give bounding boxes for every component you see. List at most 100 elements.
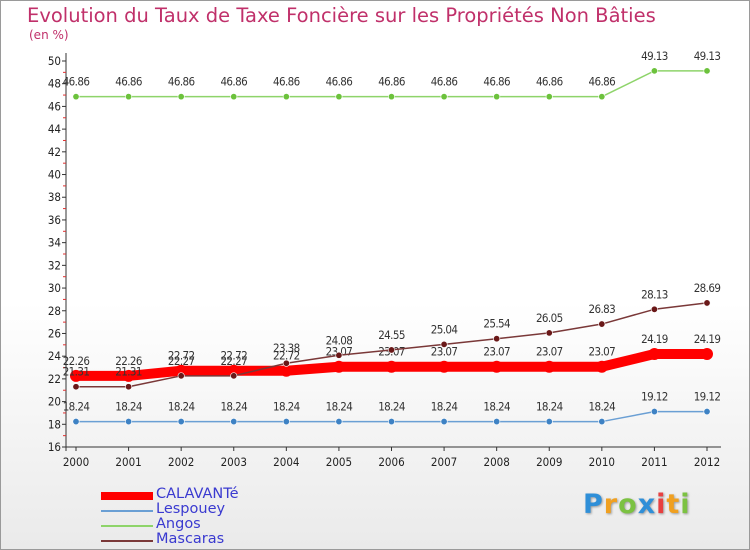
data-label-lespouey-2002: 18.24 xyxy=(168,400,195,414)
y-tick-label-24: 24 xyxy=(48,349,61,363)
y-tick-label-50: 50 xyxy=(48,54,61,68)
legend-swatch-mascaras xyxy=(101,540,153,542)
point-mascaras-2011 xyxy=(650,305,658,313)
data-label-angos-2005: 46.86 xyxy=(326,75,353,89)
point-mascaras-2005 xyxy=(335,351,343,359)
point-calavant-2007 xyxy=(438,360,451,373)
point-angos-2011 xyxy=(650,67,658,75)
y-tick-label-42: 42 xyxy=(48,145,61,159)
point-angos-2005 xyxy=(335,93,343,101)
point-lespouey-2003 xyxy=(230,418,238,426)
logo-letter-o: o xyxy=(618,489,638,520)
point-angos-2006 xyxy=(387,93,395,101)
data-label-lespouey-2005: 18.24 xyxy=(326,400,353,414)
y-tick-label-44: 44 xyxy=(48,122,61,136)
data-label-mascaras-2008: 25.54 xyxy=(483,317,510,331)
chart-title: Evolution du Taux de Taxe Foncière sur l… xyxy=(27,4,656,27)
point-lespouey-2000 xyxy=(72,418,80,426)
data-label-calavant-2004: 22.72 xyxy=(273,349,300,363)
point-mascaras-2004 xyxy=(282,359,290,367)
data-label-angos-2001: 46.86 xyxy=(115,75,142,89)
point-calavant-2012 xyxy=(701,348,713,361)
point-calavant-2004 xyxy=(280,364,293,377)
point-calavant-2000 xyxy=(70,369,82,382)
point-angos-2007 xyxy=(440,93,448,101)
data-label-angos-2003: 46.86 xyxy=(220,75,247,89)
point-angos-2012 xyxy=(703,67,711,75)
point-lespouey-2009 xyxy=(545,418,553,426)
data-label-angos-2008: 46.86 xyxy=(483,75,510,89)
legend-item-lespouey: Lespouey xyxy=(101,501,341,518)
y-tick-label-36: 36 xyxy=(48,213,61,227)
y-tick-label-38: 38 xyxy=(48,190,61,204)
data-label-mascaras-2007: 25.04 xyxy=(431,322,458,336)
point-lespouey-2007 xyxy=(440,418,448,426)
point-lespouey-2002 xyxy=(177,418,185,426)
x-tick-label-2003: 2003 xyxy=(221,455,247,469)
x-tick-label-2008: 2008 xyxy=(484,455,510,469)
point-angos-2002 xyxy=(177,93,185,101)
data-label-calavant-2010: 23.07 xyxy=(589,345,616,359)
logo-letter-x: x xyxy=(637,489,657,520)
logo-letter-p: P xyxy=(583,489,604,520)
legend-item-mascaras: Mascaras xyxy=(101,531,341,548)
point-mascaras-2010 xyxy=(598,320,606,328)
y-tick-label-26: 26 xyxy=(48,326,61,340)
data-label-angos-2006: 46.86 xyxy=(378,75,405,89)
data-label-lespouey-2006: 18.24 xyxy=(378,400,405,414)
y-tick-label-20: 20 xyxy=(48,395,61,409)
point-lespouey-2005 xyxy=(335,418,343,426)
data-label-angos-2004: 46.86 xyxy=(273,75,300,89)
legend-label-calavante: CALAVANTé xyxy=(156,486,239,502)
y-tick-label-48: 48 xyxy=(48,77,61,91)
data-label-mascaras-2012: 28.69 xyxy=(694,281,721,295)
data-label-angos-2000: 46.86 xyxy=(63,75,90,89)
data-label-lespouey-2009: 18.24 xyxy=(536,400,563,414)
y-tick-label-34: 34 xyxy=(48,236,61,250)
point-calavant-2010 xyxy=(595,360,608,373)
logo-letter-i: i xyxy=(656,489,667,520)
logo-letter-i2: i xyxy=(680,489,691,520)
x-tick-label-2001: 2001 xyxy=(115,455,141,469)
data-label-calavant-2000: 22.26 xyxy=(63,354,90,368)
data-label-calavant-2007: 23.07 xyxy=(431,345,458,359)
y-tick-label-18: 18 xyxy=(48,417,61,431)
point-angos-2001 xyxy=(125,93,133,101)
data-label-calavant-2002: 22.72 xyxy=(168,349,195,363)
x-tick-label-2000: 2000 xyxy=(63,455,89,469)
point-calavant-2009 xyxy=(543,360,556,373)
point-lespouey-2004 xyxy=(282,418,290,426)
point-calavant-2008 xyxy=(490,360,503,373)
legend-item-calavante: CALAVANTé xyxy=(101,486,341,503)
data-label-lespouey-2010: 18.24 xyxy=(589,400,616,414)
point-calavant-2003 xyxy=(227,364,240,377)
point-mascaras-2007 xyxy=(440,340,448,348)
x-tick-label-2006: 2006 xyxy=(378,455,404,469)
y-tick-label-28: 28 xyxy=(48,304,61,318)
x-tick-label-2002: 2002 xyxy=(168,455,194,469)
point-mascaras-2001 xyxy=(125,383,133,391)
y-tick-label-46: 46 xyxy=(48,99,61,113)
data-label-lespouey-2012: 19.12 xyxy=(694,390,721,404)
point-lespouey-2001 xyxy=(125,418,133,426)
point-calavant-2001 xyxy=(122,369,135,382)
point-lespouey-2006 xyxy=(387,418,395,426)
data-label-mascaras-2011: 28.13 xyxy=(641,287,668,301)
data-label-calavant-2009: 23.07 xyxy=(536,345,563,359)
data-label-calavant-2003: 22.72 xyxy=(220,349,247,363)
point-mascaras-2000 xyxy=(72,383,80,391)
point-mascaras-2003 xyxy=(230,372,238,380)
point-lespouey-2008 xyxy=(493,418,501,426)
point-calavant-2005 xyxy=(332,360,345,373)
x-tick-label-2009: 2009 xyxy=(536,455,562,469)
point-mascaras-2008 xyxy=(493,335,501,343)
logo-letter-t: t xyxy=(666,489,681,520)
data-label-mascaras-2004: 23.38 xyxy=(273,341,300,355)
data-label-mascaras-2002: 22.27 xyxy=(168,354,195,368)
legend-swatch-lespouey xyxy=(101,510,153,512)
point-angos-2009 xyxy=(545,93,553,101)
chart-subtitle: (en %) xyxy=(29,28,69,42)
data-label-angos-2007: 46.86 xyxy=(431,75,458,89)
